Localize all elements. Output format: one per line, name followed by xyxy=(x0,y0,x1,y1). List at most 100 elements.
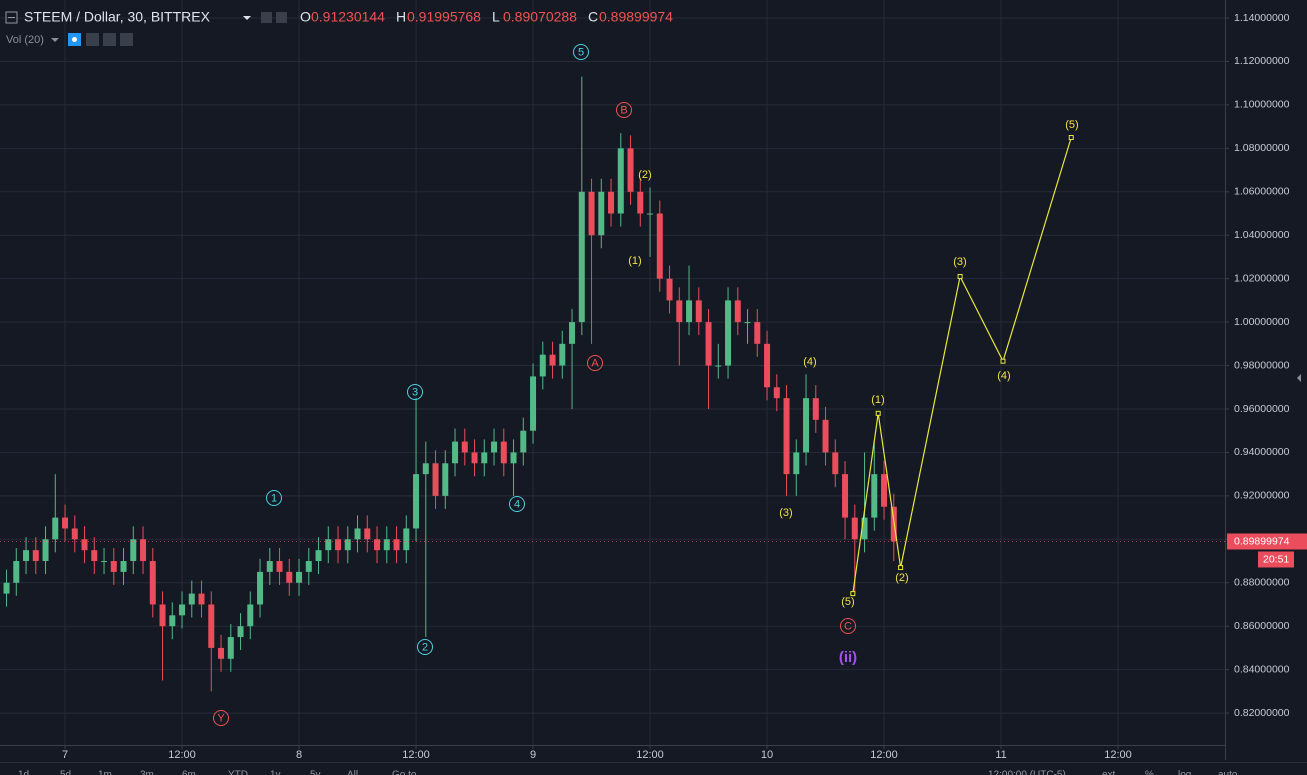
indicator-add-icon[interactable] xyxy=(103,33,116,46)
wave-label-circle xyxy=(509,496,525,512)
range-button[interactable]: 1m xyxy=(98,770,112,775)
indicator-menu-arrow[interactable] xyxy=(51,38,59,42)
scale-option[interactable]: log xyxy=(1178,770,1191,775)
wave-label: (1) xyxy=(871,394,884,406)
candle-body xyxy=(237,626,244,638)
candle-body xyxy=(81,539,88,551)
candle-body xyxy=(91,550,98,562)
range-button[interactable]: 1d xyxy=(18,770,29,775)
y-tick-label: 1.14000000 xyxy=(1234,12,1290,24)
candle-body xyxy=(140,539,147,562)
range-button[interactable]: Go to... xyxy=(392,770,425,775)
candle-body xyxy=(247,604,254,627)
last-price-label: 0.89899974 xyxy=(1234,535,1290,547)
visibility-icon-eye xyxy=(72,37,77,42)
candle-body xyxy=(286,571,293,583)
projection-point xyxy=(1068,134,1074,140)
wave-label-circle xyxy=(213,710,229,726)
range-button[interactable]: 6m xyxy=(182,770,196,775)
candle-body xyxy=(52,517,59,540)
countdown-box xyxy=(1258,551,1294,568)
wave-label: (3) xyxy=(779,507,792,519)
x-tick-label: 12:00 xyxy=(1104,749,1132,761)
ohlc-value: 0.91230144 xyxy=(311,9,385,25)
y-tick-label: 0.82000000 xyxy=(1234,707,1290,719)
candle-body xyxy=(13,561,20,583)
symbol-menu-arrow[interactable] xyxy=(243,16,251,20)
candle-body xyxy=(647,213,654,215)
candle-body xyxy=(598,191,605,236)
wave-label: 1 xyxy=(271,492,277,504)
candle-body xyxy=(413,474,420,529)
x-tick-label: 7 xyxy=(62,749,68,761)
candle-body xyxy=(637,191,644,214)
wave-label-circle xyxy=(587,355,603,371)
candle-body xyxy=(559,343,566,366)
range-button[interactable]: 1y xyxy=(270,770,281,775)
candle-body xyxy=(530,376,537,431)
wave-label: (1) xyxy=(628,255,641,267)
wave-label: (4) xyxy=(997,370,1010,382)
wave-label: A xyxy=(591,357,599,369)
candle-body xyxy=(666,278,673,301)
collapse-icon[interactable] xyxy=(5,11,18,24)
indicator-label[interactable]: Vol (20) xyxy=(6,34,44,46)
ohlc-key: C xyxy=(588,9,598,25)
last-price-box xyxy=(1227,533,1307,550)
candle-body xyxy=(608,191,615,214)
axes: 0.82000000 0.84000000 0.86000000 0.88000000… xyxy=(62,12,1307,761)
candle-body xyxy=(227,637,234,659)
scale-option[interactable]: ext xyxy=(1102,770,1116,775)
y-tick-label: 1.00000000 xyxy=(1234,316,1290,328)
range-button[interactable]: 3m xyxy=(140,770,154,775)
scale-option[interactable]: % xyxy=(1145,770,1154,775)
candle-body xyxy=(627,148,634,192)
candle-body xyxy=(23,550,30,562)
settings-icon[interactable] xyxy=(276,12,287,23)
y-tick-label: 0.96000000 xyxy=(1234,403,1290,415)
timezone-label[interactable]: 12:00:00 (UTC-5) xyxy=(988,770,1066,775)
candle-body xyxy=(676,300,683,323)
candle-body xyxy=(725,300,732,366)
wave-label: (4) xyxy=(803,356,816,368)
candle-body xyxy=(296,571,303,583)
range-button[interactable]: 5d xyxy=(60,770,71,775)
candle-body xyxy=(208,604,215,648)
wave-label: Y xyxy=(217,712,225,724)
candle-body xyxy=(822,419,829,453)
indicator-settings-icon[interactable] xyxy=(86,33,99,46)
candle-body xyxy=(354,528,361,540)
projection-point xyxy=(1000,358,1006,364)
projection-point xyxy=(898,565,904,571)
candle-body xyxy=(871,474,878,518)
wave-label-circle xyxy=(407,384,423,400)
range-button[interactable]: All xyxy=(347,770,358,775)
candle-body xyxy=(432,463,439,496)
candle-body xyxy=(695,300,702,323)
candle-body xyxy=(734,300,741,323)
symbol-title[interactable]: STEEM / Dollar, 30, BITTREX xyxy=(24,9,211,25)
candle-body xyxy=(130,539,137,562)
projection-point xyxy=(875,410,881,416)
candle-body xyxy=(851,517,858,540)
settings-icon[interactable] xyxy=(261,12,272,23)
candle-body xyxy=(159,604,166,627)
candle-body xyxy=(383,539,390,551)
scroll-arrow[interactable] xyxy=(1297,374,1301,382)
wave-label: (2) xyxy=(638,169,651,181)
range-button[interactable]: 5y xyxy=(310,770,321,775)
wave-label: B xyxy=(620,104,627,116)
candle-body xyxy=(364,528,371,540)
candle-body xyxy=(510,452,517,464)
scale-option[interactable]: auto xyxy=(1218,770,1238,775)
range-button[interactable]: YTD xyxy=(228,770,248,775)
candle-body xyxy=(179,604,186,616)
wave-label-circle xyxy=(840,618,856,634)
candle-body xyxy=(812,398,819,420)
candle-body xyxy=(315,550,322,562)
indicator-remove-icon[interactable] xyxy=(120,33,133,46)
candle-body xyxy=(188,593,195,605)
candle-body xyxy=(393,539,400,551)
